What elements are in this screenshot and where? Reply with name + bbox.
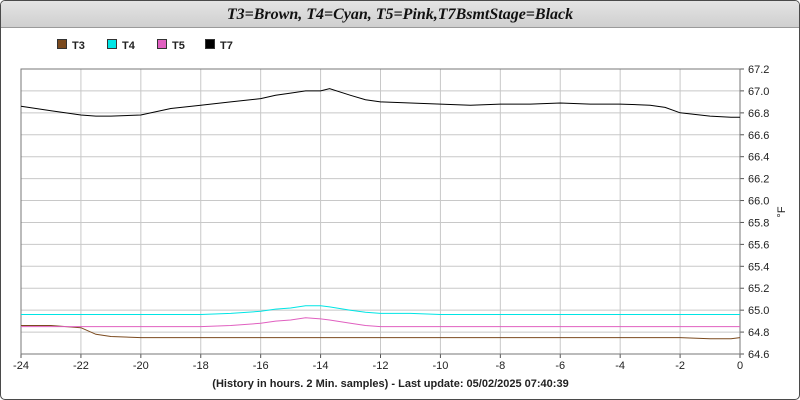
y-tick-label: 65.0 — [748, 305, 769, 317]
x-tick-label: -10 — [432, 360, 448, 372]
legend-label-t4: T4 — [122, 40, 135, 52]
legend-label-t3: T3 — [72, 40, 85, 52]
y-tick-label: 67.0 — [748, 86, 769, 98]
x-tick-label: -4 — [615, 360, 625, 372]
y-tick-label: 65.6 — [748, 239, 769, 251]
y-tick-label: 65.8 — [748, 217, 769, 229]
y-tick-label: 65.2 — [748, 283, 769, 295]
legend-label-t5: T5 — [172, 40, 185, 52]
x-tick-label: -8 — [495, 360, 505, 372]
y-tick-label: 66.0 — [748, 196, 769, 208]
y-tick-label: 65.4 — [748, 261, 769, 273]
y-axis-label: °F — [776, 206, 788, 217]
legend-swatch-t4 — [107, 39, 117, 49]
legend-swatch-t3 — [57, 39, 67, 49]
x-tick-label: -6 — [555, 360, 565, 372]
x-tick-label: -24 — [13, 360, 29, 372]
plot-area-border — [20, 68, 741, 355]
x-tick-label: 0 — [737, 360, 743, 372]
series-line-t5 — [21, 317, 740, 328]
legend-swatch-t7 — [205, 39, 215, 49]
x-tick-label: -2 — [675, 360, 685, 372]
y-tick-label: 66.8 — [748, 108, 769, 120]
legend-label-t7: T7 — [220, 40, 233, 52]
x-tick-label: -14 — [313, 360, 329, 372]
chart-title: T3=Brown, T4=Cyan, T5=Pink,T7BsmtStage=B… — [1, 1, 799, 28]
y-tick-label: 66.6 — [748, 130, 769, 142]
x-tick-label: -16 — [253, 360, 269, 372]
y-tick-label: 66.2 — [748, 174, 769, 186]
series-line-t7 — [20, 88, 740, 118]
legend-item-t4: T4 — [107, 39, 135, 53]
y-tick-label: 64.8 — [748, 327, 769, 339]
x-tick-label: -22 — [73, 360, 89, 372]
x-axis-label: (History in hours. 2 Min. samples) - Las… — [212, 378, 568, 390]
series-line-t4 — [21, 305, 740, 315]
x-tick-label: -18 — [193, 360, 209, 372]
x-tick-label: -20 — [133, 360, 149, 372]
y-tick-label: 64.6 — [748, 349, 769, 361]
series-line-t3 — [21, 325, 741, 340]
y-tick-label: 67.2 — [748, 64, 769, 76]
legend-item-t7: T7 — [205, 39, 233, 53]
y-tick-label: 66.4 — [748, 152, 769, 164]
legend-swatch-t5 — [157, 39, 167, 49]
legend-item-t5: T5 — [157, 39, 185, 53]
legend-item-t3: T3 — [57, 39, 85, 53]
x-tick-label: -12 — [373, 360, 389, 372]
